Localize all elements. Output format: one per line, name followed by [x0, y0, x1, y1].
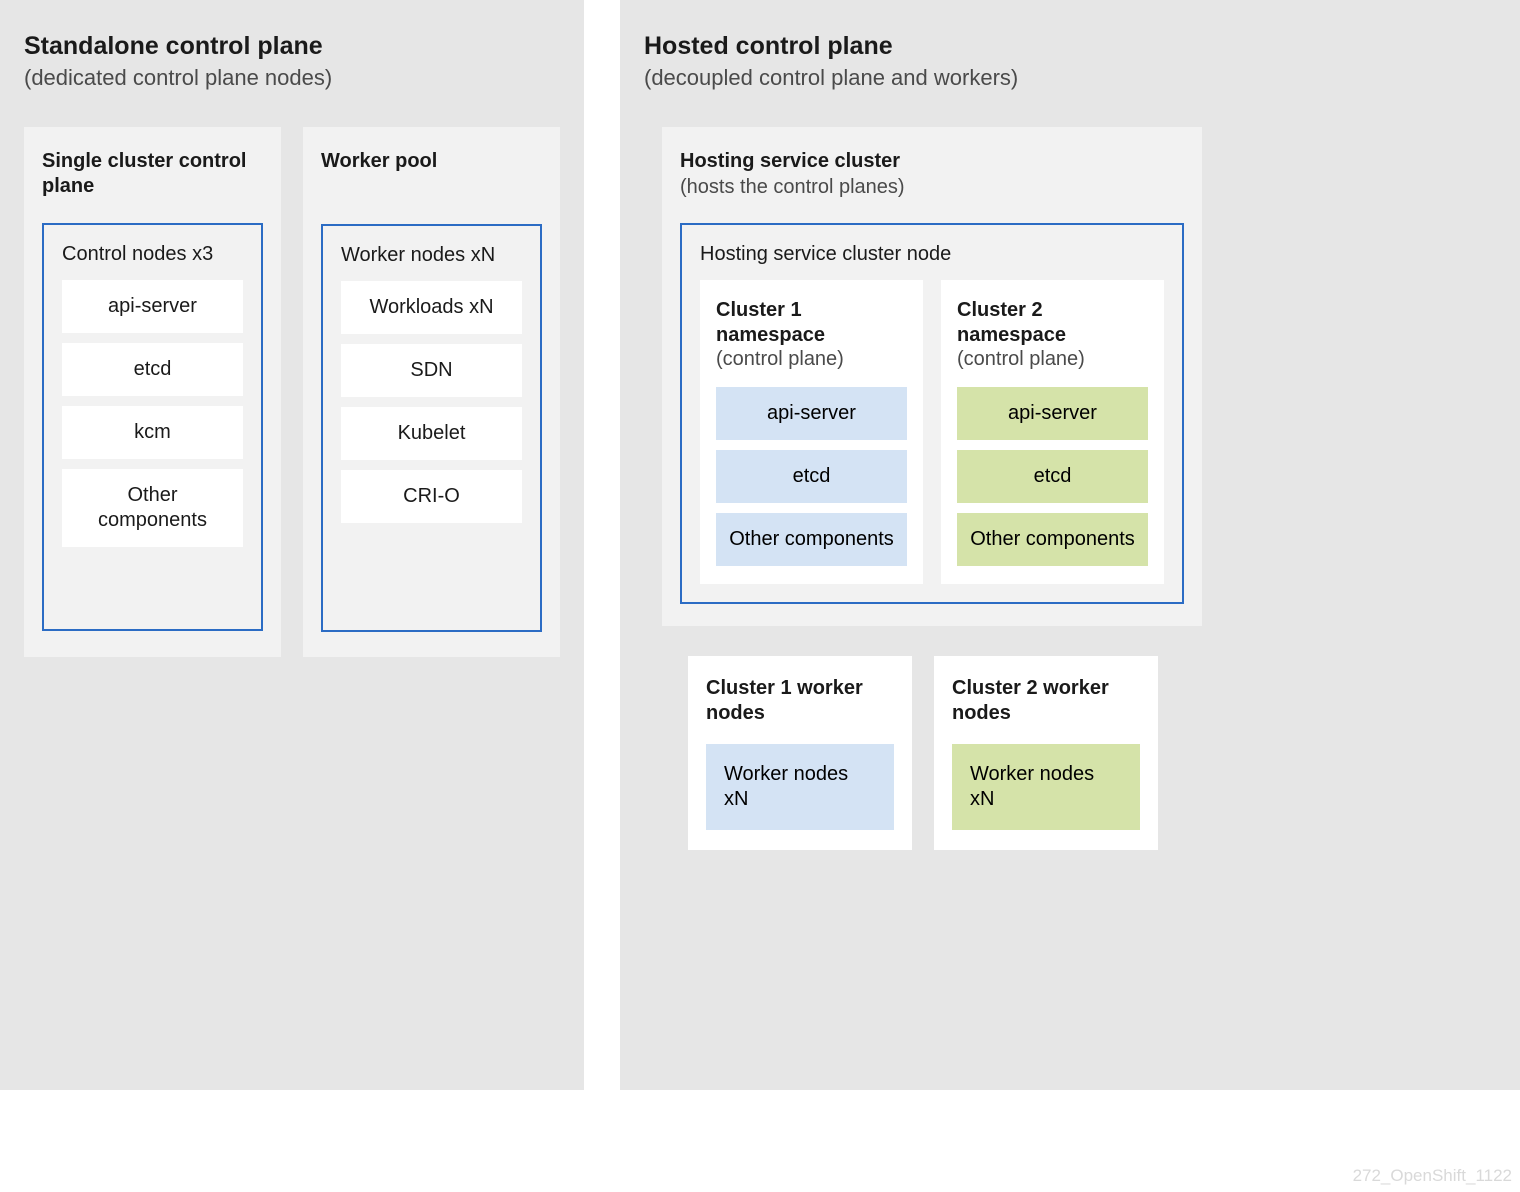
standalone-row: Single cluster control plane Control nod… — [24, 127, 560, 657]
worker-pool-card: Worker pool Worker nodes xN Workloads xN… — [303, 127, 560, 657]
hosting-cluster-card: Hosting service cluster (hosts the contr… — [662, 127, 1202, 626]
hosting-cluster-title: Hosting service cluster — [680, 149, 1184, 174]
standalone-panel: Standalone control plane (dedicated cont… — [0, 0, 584, 1090]
namespace-row: Cluster 1 namespace (control plane) api-… — [700, 280, 1164, 584]
cluster2-pill-api-server: api-server — [957, 387, 1148, 440]
pill-workloads: Workloads xN — [341, 281, 522, 334]
cluster1-pill-etcd: etcd — [716, 450, 907, 503]
cluster2-pill-etcd: etcd — [957, 450, 1148, 503]
hosted-subtitle: (decoupled control plane and workers) — [644, 65, 1496, 91]
pill-api-server: api-server — [62, 280, 243, 333]
control-nodes-box: Control nodes x3 api-server etcd kcm Oth… — [42, 223, 263, 631]
pill-etcd: etcd — [62, 343, 243, 396]
pill-kcm: kcm — [62, 406, 243, 459]
diagram-root: Standalone control plane (dedicated cont… — [0, 0, 1520, 1090]
single-cluster-title: Single cluster control plane — [42, 149, 263, 199]
cluster1-namespace-card: Cluster 1 namespace (control plane) api-… — [700, 280, 923, 584]
cluster1-ns-subtitle: (control plane) — [716, 348, 907, 371]
single-cluster-card: Single cluster control plane Control nod… — [24, 127, 281, 657]
cluster2-ns-title: Cluster 2 namespace — [957, 298, 1148, 348]
cluster1-pill-other: Other components — [716, 513, 907, 566]
cluster2-worker-pill: Worker nodes xN — [952, 744, 1140, 830]
pill-crio: CRI-O — [341, 470, 522, 523]
worker-nodes-box: Worker nodes xN Workloads xN SDN Kubelet… — [321, 224, 542, 632]
hosted-panel: Hosted control plane (decoupled control … — [620, 0, 1520, 1090]
standalone-subtitle: (dedicated control plane nodes) — [24, 65, 560, 91]
hosted-title: Hosted control plane — [644, 32, 1496, 61]
cluster1-worker-title: Cluster 1 worker nodes — [706, 676, 894, 726]
worker-nodes-title: Worker nodes xN — [341, 244, 522, 267]
cluster2-namespace-card: Cluster 2 namespace (control plane) api-… — [941, 280, 1164, 584]
hosting-node-box: Hosting service cluster node Cluster 1 n… — [680, 223, 1184, 604]
cluster1-worker-pill: Worker nodes xN — [706, 744, 894, 830]
hosting-node-title: Hosting service cluster node — [700, 243, 1164, 266]
cluster1-worker-card: Cluster 1 worker nodes Worker nodes xN — [688, 656, 912, 850]
cluster1-pill-api-server: api-server — [716, 387, 907, 440]
pill-sdn: SDN — [341, 344, 522, 397]
worker-pool-title: Worker pool — [321, 149, 542, 174]
footer-id: 272_OpenShift_1122 — [1353, 1166, 1512, 1186]
control-nodes-title: Control nodes x3 — [62, 243, 243, 266]
cluster1-ns-title: Cluster 1 namespace — [716, 298, 907, 348]
hosting-cluster-subtitle: (hosts the control planes) — [680, 176, 1184, 199]
pill-kubelet: Kubelet — [341, 407, 522, 460]
cluster2-pill-other: Other components — [957, 513, 1148, 566]
cluster2-worker-title: Cluster 2 worker nodes — [952, 676, 1140, 726]
worker-clusters-row: Cluster 1 worker nodes Worker nodes xN C… — [688, 656, 1496, 850]
cluster2-worker-card: Cluster 2 worker nodes Worker nodes xN — [934, 656, 1158, 850]
pill-other-components: Other components — [62, 469, 243, 547]
standalone-title: Standalone control plane — [24, 32, 560, 61]
cluster2-ns-subtitle: (control plane) — [957, 348, 1148, 371]
